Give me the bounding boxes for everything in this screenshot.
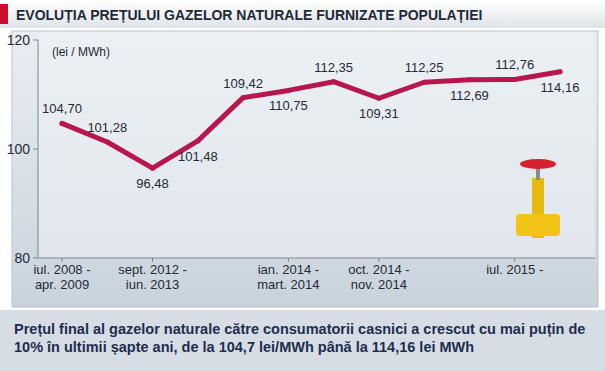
page: {"chart_data": {"type": "line", "title":… [0,0,605,371]
data-label: 104,70 [42,101,82,116]
data-label: 96,48 [136,176,169,191]
data-point [150,166,155,171]
x-tick-label-line: ian. 2014 - [258,262,319,277]
background [0,0,605,371]
data-group [60,69,563,170]
data-point [241,95,246,100]
data-point [376,96,381,101]
caption-background [0,310,605,371]
x-tick-label-line: mart. 2014 [257,277,319,292]
y-axis-label: (lei / MWh) [52,45,110,59]
x-tick-label-line: oct. 2014 - [348,262,409,277]
chart-svg: EVOLUȚIA PREȚULUI GAZELOR NATURALE FURNI… [0,0,605,371]
data-point [558,69,563,74]
x-tick-label: oct. 2014 -nov. 2014 [348,262,409,292]
y-tick [33,40,38,41]
data-point [195,138,200,143]
data-label: 109,42 [223,76,263,91]
data-label: 101,28 [87,120,127,135]
valve-wheel [520,159,556,169]
x-tick-label-line: iun. 2013 [126,277,180,292]
data-point [331,79,336,84]
data-label: 112,35 [314,60,353,75]
annotation: Prețul final al gazelor naturale către c… [14,320,594,356]
x-tick-label-line: sept. 2012 - [118,262,187,277]
x-axis-line [38,258,595,259]
title-bar [0,0,605,28]
valve-body [516,214,560,236]
y-tick-label: 120 [7,32,31,48]
price-line [62,72,560,168]
data-point [60,121,65,126]
data-point [286,88,291,93]
x-tick-label: ian. 2014 -mart. 2014 [257,262,319,292]
y-tick-label: 80 [14,250,30,266]
chart-background [12,31,598,307]
x-tick-label-line: iul. 2008 - [33,262,90,277]
data-point [105,140,110,145]
data-label: 112,76 [495,57,534,72]
valve-icon [516,159,560,238]
caption: Prețul final al gazelor naturale către c… [14,320,594,356]
data-point [422,80,427,85]
y-tick [33,258,38,259]
x-tick-label-line: apr. 2009 [35,277,89,292]
plot-area [38,32,595,258]
y-tick-label: 100 [7,141,31,157]
data-point [512,77,517,82]
data-label: 112,69 [450,88,489,103]
data-label: 109,31 [359,106,399,121]
data-label: 112,25 [405,60,444,75]
title-marker [0,4,8,24]
x-tick-label: iul. 2008 -apr. 2009 [33,262,90,292]
data-label: 101,48 [178,149,218,164]
y-tick [33,149,38,150]
data-label: 114,16 [541,80,580,95]
title: EVOLUȚIA PREȚULUI GAZELOR NATURALE FURNI… [16,7,482,23]
data-label: 110,75 [269,98,308,113]
x-tick-label: iul. 2015 - [486,262,543,277]
data-point [467,77,472,82]
x-tick-label: sept. 2012 -iun. 2013 [118,262,187,292]
x-tick-label-line: nov. 2014 [351,277,407,292]
